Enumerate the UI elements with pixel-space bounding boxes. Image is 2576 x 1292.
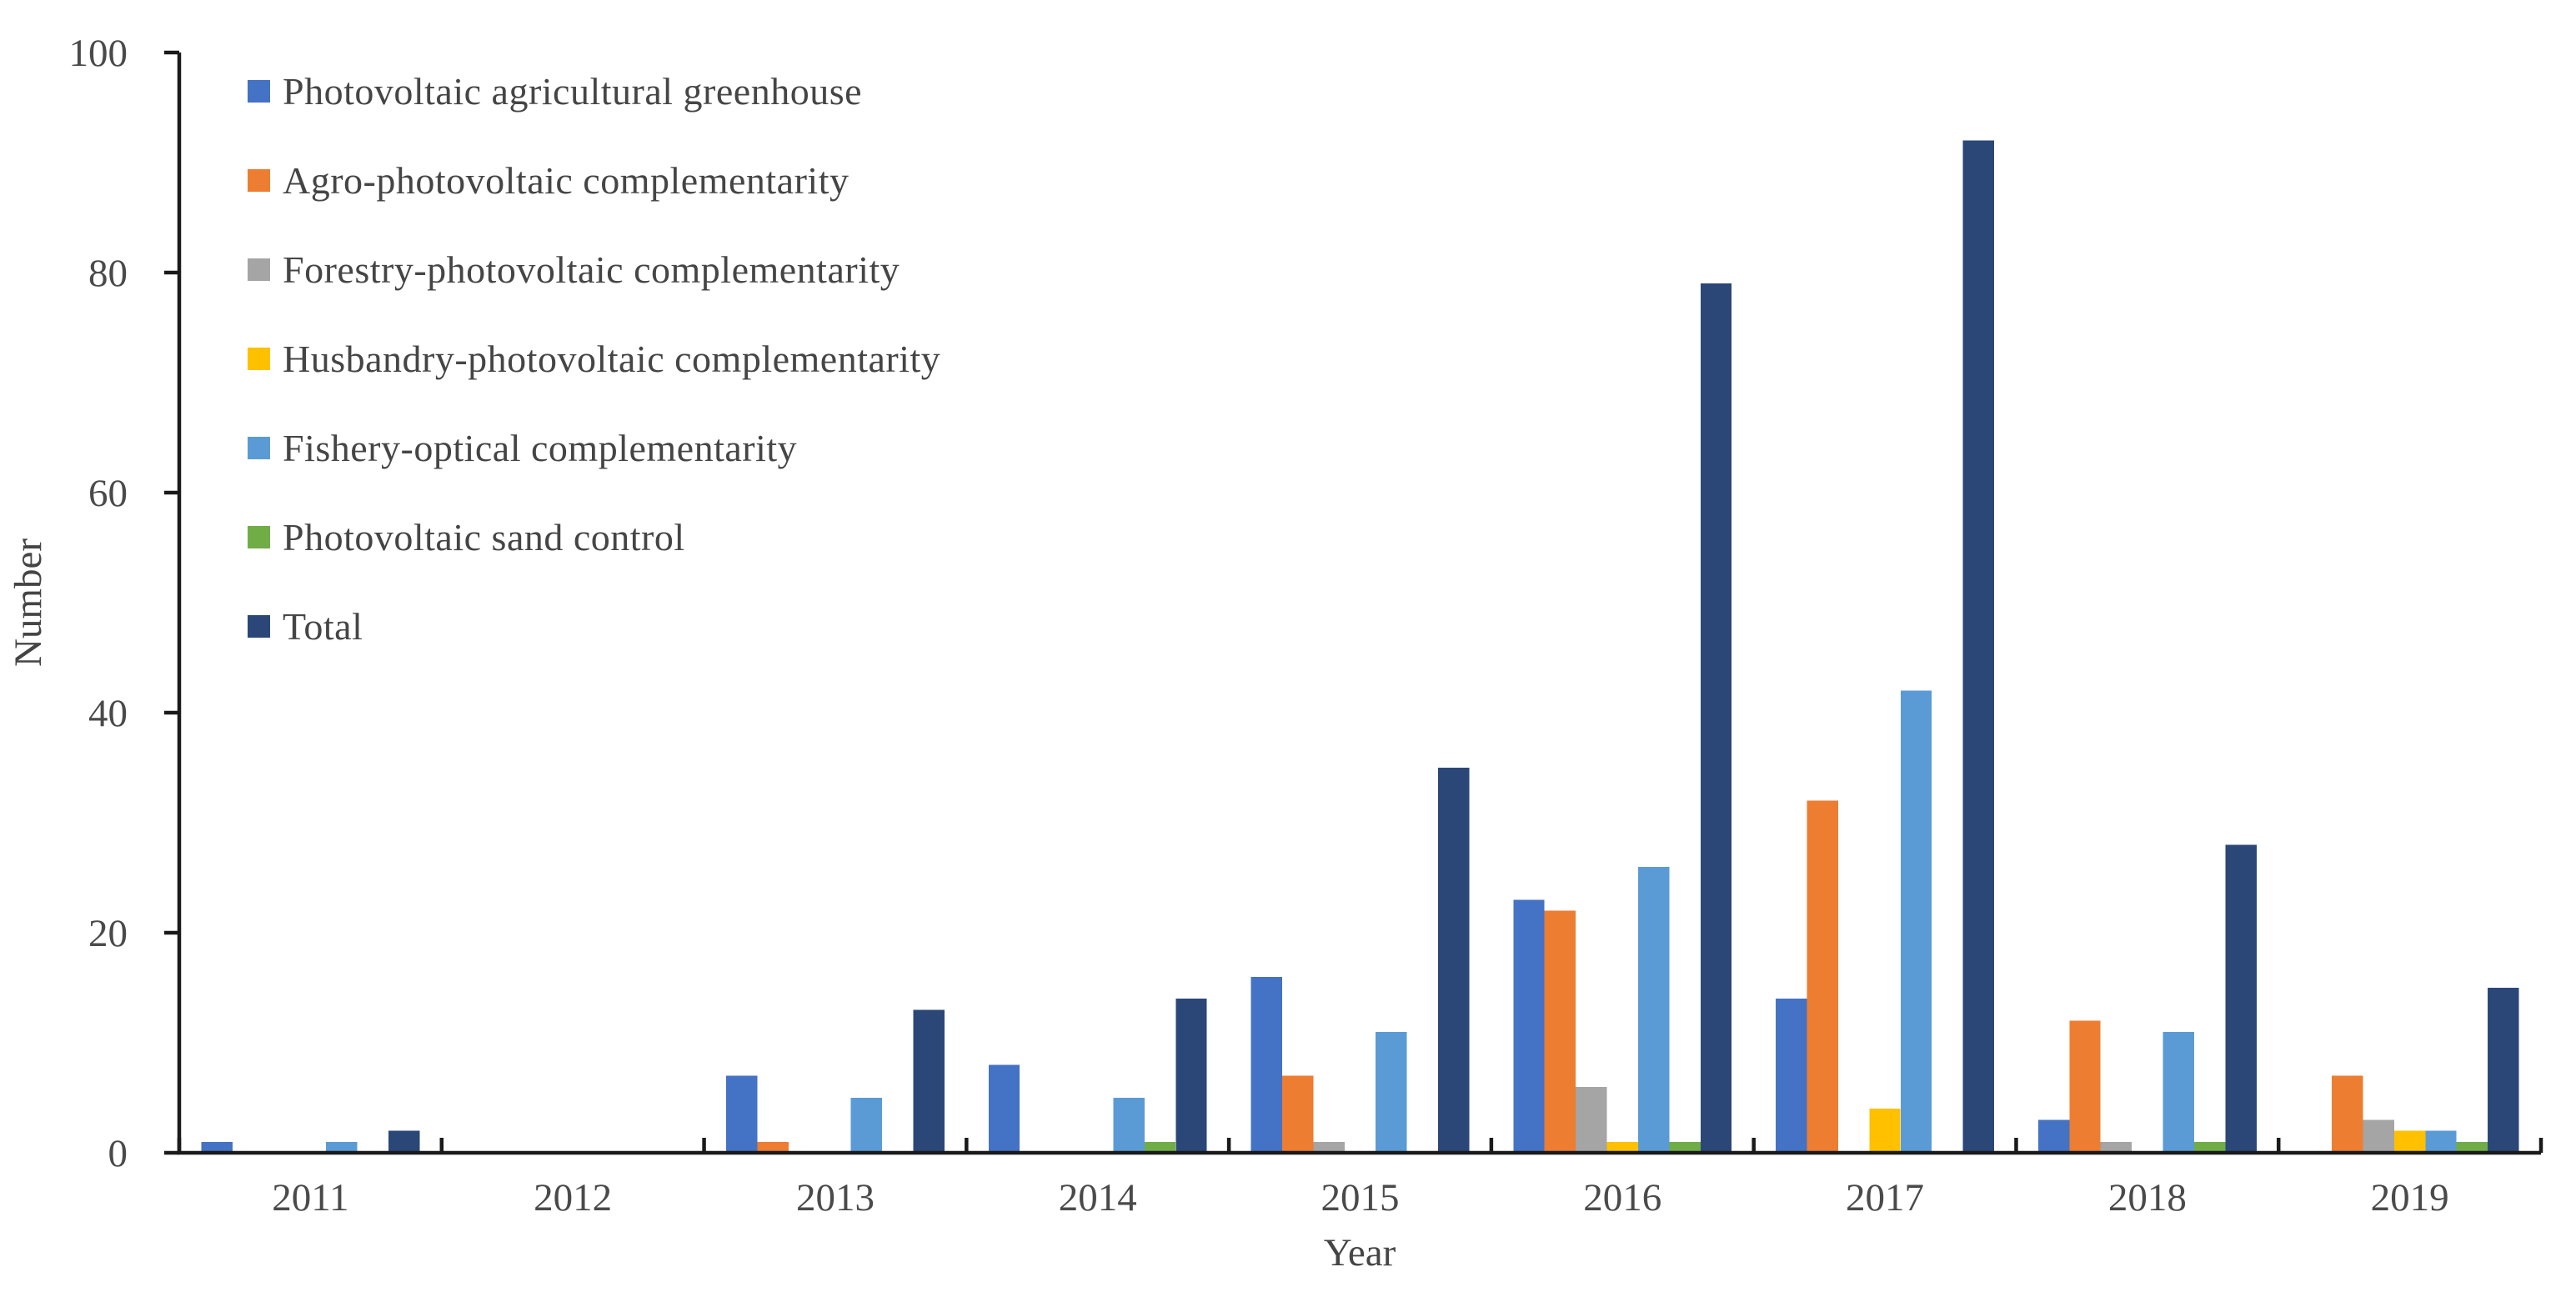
y-tick-label: 40 [88,692,128,735]
bar-2018-agro-photovoltaic-complementarity [2069,1020,2101,1153]
legend-label: Husbandry-photovoltaic complementarity [283,338,941,380]
bar-2016-total [1700,283,1732,1154]
x-tick-label: 2016 [1583,1176,1661,1219]
bar-2016-photovoltaic-sand-control [1669,1141,1701,1153]
legend-item-husbandry-photovoltaic-complementarity: Husbandry-photovoltaic complementarity [248,314,940,403]
legend-item-photovoltaic-agricultural-greenhouse: Photovoltaic agricultural greenhouse [248,47,940,136]
bar-2016-forestry-photovoltaic-complementarity [1576,1086,1607,1153]
y-tick-label: 20 [88,912,128,955]
legend-swatch-forestry-photovoltaic-complementarity [248,258,270,281]
bar-2014-photovoltaic-agricultural-greenhouse [988,1064,1020,1153]
x-tick-label: 2013 [796,1176,875,1219]
bar-2014-fishery-optical-complementarity [1113,1098,1145,1153]
x-tick-label: 2014 [1059,1176,1137,1219]
y-tick-label: 100 [69,32,128,75]
bar-2019-total [2488,988,2519,1153]
bar-2014-total [1175,999,1207,1153]
legend-item-forestry-photovoltaic-complementarity: Forestry-photovoltaic complementarity [248,225,940,314]
legend-label: Photovoltaic sand control [283,516,685,558]
bar-2018-forestry-photovoltaic-complementarity [2100,1141,2132,1153]
bar-2011-total [388,1130,420,1153]
legend: Photovoltaic agricultural greenhouse Agro… [248,47,940,671]
legend-item-agro-photovoltaic-complementarity: Agro-photovoltaic complementarity [248,136,940,225]
legend-label: Fishery-optical complementarity [283,427,798,469]
legend-item-photovoltaic-sand-control: Photovoltaic sand control [248,493,940,582]
bar-2015-photovoltaic-agricultural-greenhouse [1250,976,1282,1153]
legend-item-total: Total [248,582,940,671]
y-tick-label: 0 [108,1132,128,1175]
legend-swatch-photovoltaic-sand-control [248,526,270,548]
bar-2017-agro-photovoltaic-complementarity [1807,800,1838,1153]
bar-2011-photovoltaic-agricultural-greenhouse [201,1141,233,1153]
x-tick-label: 2015 [1321,1176,1400,1219]
bar-2013-photovoltaic-agricultural-greenhouse [726,1075,758,1153]
legend-item-fishery-optical-complementarity: Fishery-optical complementarity [248,403,940,493]
legend-swatch-husbandry-photovoltaic-complementarity [248,348,270,370]
y-tick-label: 60 [88,472,128,515]
bar-2013-total [913,1009,945,1153]
x-tick-label: 2012 [534,1176,612,1219]
bar-2019-fishery-optical-complementarity [2425,1130,2457,1153]
x-tick-labels: 2011 2012 2013 2014 2015 2016 2017 2018 2019 [272,1176,2448,1219]
x-tick-label: 2017 [1846,1176,1924,1219]
bar-2018-fishery-optical-complementarity [2163,1031,2194,1153]
legend-swatch-total [248,615,270,638]
bar-2019-agro-photovoltaic-complementarity [2332,1075,2363,1153]
bar-2016-agro-photovoltaic-complementarity [1544,910,1576,1153]
bar-2017-total [1962,140,1994,1154]
bar-2017-husbandry-photovoltaic-complementarity [1869,1109,1901,1153]
bar-2013-fishery-optical-complementarity [850,1098,883,1153]
x-tick-label: 2018 [2108,1176,2187,1219]
legend-label: Agro-photovoltaic complementarity [283,159,849,202]
x-tick-label: 2011 [272,1176,348,1219]
bar-2017-fishery-optical-complementarity [1900,690,1932,1153]
bar-2017-photovoltaic-agricultural-greenhouse [1776,999,1807,1153]
legend-label: Forestry-photovoltaic complementarity [283,248,900,291]
bar-2018-total [2225,844,2257,1153]
bars [201,140,2519,1154]
bar-2016-fishery-optical-complementarity [1638,866,1670,1153]
bar-2015-fishery-optical-complementarity [1376,1031,1407,1153]
bar-2018-photovoltaic-sand-control [2194,1141,2226,1153]
y-tick-label: 80 [88,252,128,295]
x-axis-title: Year [1323,1231,1396,1274]
legend-swatch-photovoltaic-agricultural-greenhouse [248,80,270,103]
legend-swatch-agro-photovoltaic-complementarity [248,169,270,192]
bar-2015-agro-photovoltaic-complementarity [1282,1075,1314,1153]
legend-swatch-fishery-optical-complementarity [248,437,270,459]
y-tick-labels: 0 20 40 60 80 100 [69,32,128,1175]
axes [164,50,2543,1155]
y-axis-title: Number [7,538,50,668]
bar-2011-fishery-optical-complementarity [326,1141,358,1153]
bar-2014-photovoltaic-sand-control [1144,1141,1176,1153]
bar-2015-total [1438,768,1470,1153]
bar-2013-agro-photovoltaic-complementarity [757,1141,789,1153]
bar-2016-husbandry-photovoltaic-complementarity [1606,1141,1638,1153]
x-tick-label: 2019 [2371,1176,2449,1219]
bar-2019-photovoltaic-sand-control [2456,1141,2488,1153]
legend-label: Total [283,605,363,648]
bar-2019-husbandry-photovoltaic-complementarity [2393,1130,2426,1153]
bar-2018-photovoltaic-agricultural-greenhouse [2037,1119,2070,1153]
legend-label: Photovoltaic agricultural greenhouse [283,70,863,113]
bar-2016-photovoltaic-agricultural-greenhouse [1513,899,1545,1153]
bar-2019-forestry-photovoltaic-complementarity [2363,1119,2394,1153]
bar-2015-forestry-photovoltaic-complementarity [1313,1141,1345,1153]
